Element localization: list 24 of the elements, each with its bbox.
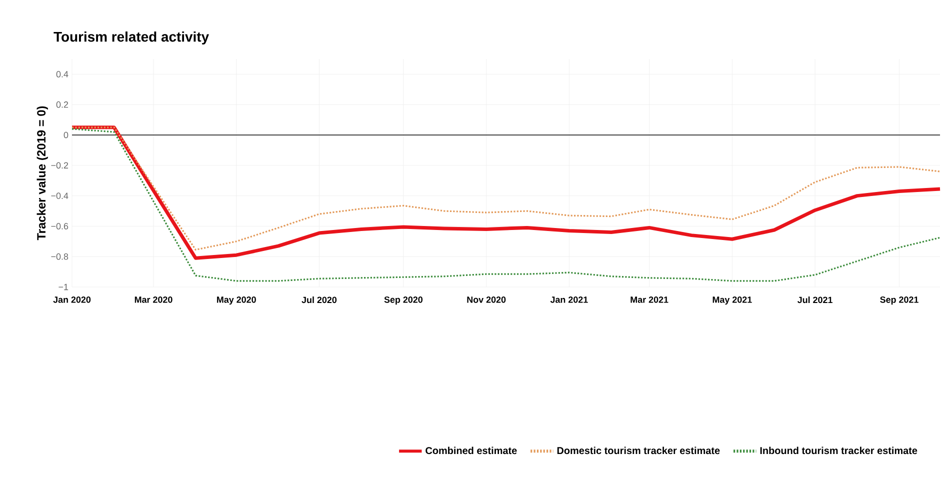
legend-label: Inbound tourism tracker estimate xyxy=(760,446,918,454)
y-tick-label: −0.2 xyxy=(51,162,68,169)
x-tick-label: Nov 2020 xyxy=(467,296,506,303)
x-tick-label: Jan 2021 xyxy=(550,296,588,303)
y-tick-label: 0 xyxy=(64,132,68,138)
x-tick-label: Jan 2020 xyxy=(53,296,91,303)
y-tick-label: −0.4 xyxy=(51,192,68,199)
y-tick-label: 0.2 xyxy=(56,101,68,108)
x-tick-label: Mar 2020 xyxy=(134,296,172,303)
x-tick-label: May 2021 xyxy=(712,296,752,305)
x-tick-label: Jul 2020 xyxy=(302,296,337,304)
legend-label: Domestic tourism tracker estimate xyxy=(557,446,720,454)
y-tick-label: −0.8 xyxy=(51,253,68,260)
y-tick-label: 0.4 xyxy=(56,71,68,78)
x-tick-label: May 2020 xyxy=(217,296,256,305)
x-tick-label: Jul 2021 xyxy=(797,296,832,304)
x-tick-label: Sep 2021 xyxy=(880,296,918,305)
y-axis-title: Tracker value (2019 = 0) xyxy=(36,106,48,240)
y-tick-label: −1 xyxy=(58,284,68,290)
legend-label: Combined estimate xyxy=(426,446,517,454)
y-tick-label: −0.6 xyxy=(51,223,68,230)
x-tick-label: Sep 2020 xyxy=(384,296,423,305)
chart-title: Tourism related activity xyxy=(54,31,209,44)
x-tick-label: Mar 2021 xyxy=(630,296,668,303)
